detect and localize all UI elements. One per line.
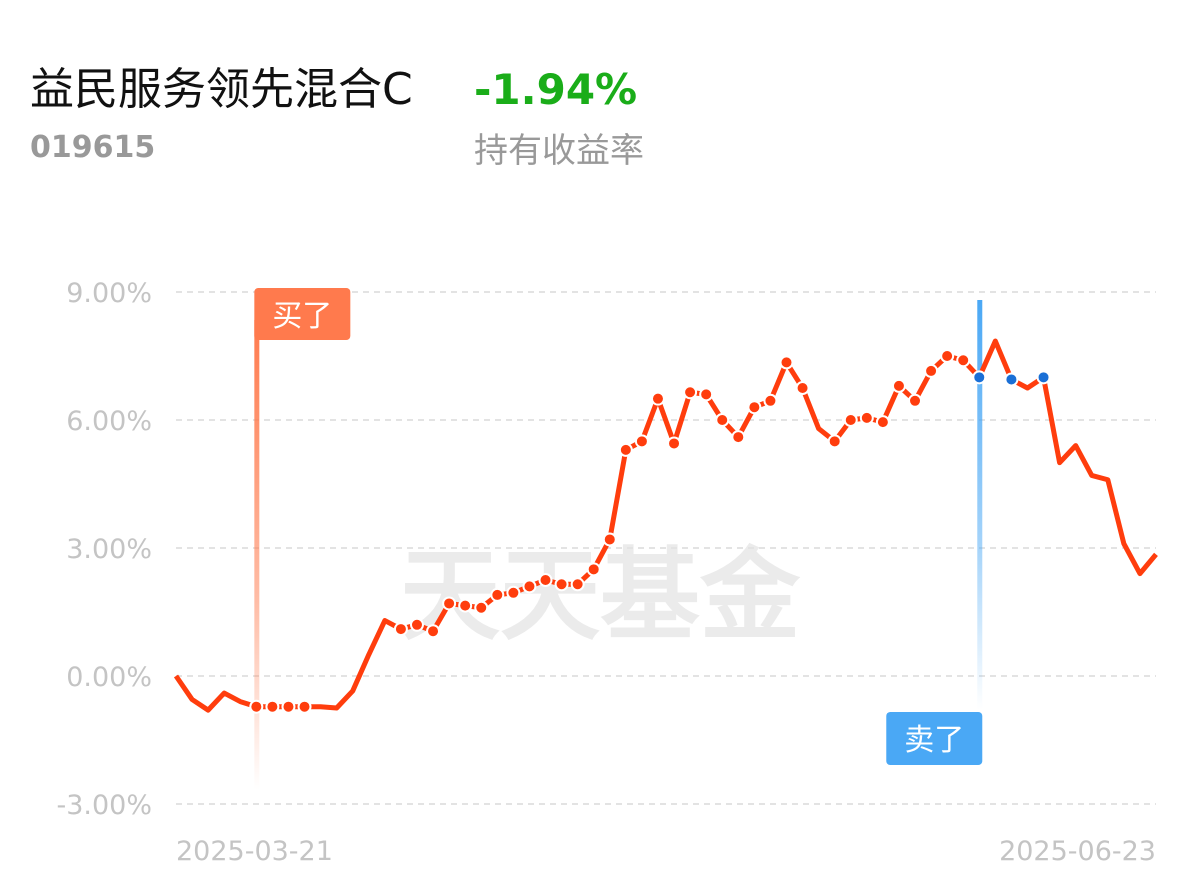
point [490, 587, 505, 602]
point [683, 385, 698, 400]
y-tick-label: 9.00% [66, 278, 152, 309]
fund-code: 019615 [30, 130, 155, 165]
point [458, 598, 473, 613]
line [173, 338, 1158, 713]
point [426, 624, 441, 639]
point [393, 622, 408, 637]
return-label: 持有收益率 [474, 131, 644, 171]
x-tick-label: 2025-06-23 [999, 836, 1156, 867]
return-value: -1.94% [474, 65, 637, 114]
point [249, 699, 264, 714]
y-tick-label: 3.00% [66, 534, 152, 565]
point [731, 430, 746, 445]
point [538, 573, 553, 587]
point [699, 387, 714, 402]
x-tick-label: 2025-03-21 [176, 836, 333, 867]
sell-line [977, 300, 983, 710]
point [924, 363, 939, 378]
sell-tag [886, 712, 983, 765]
buy-label: 买了 [272, 299, 332, 334]
point [442, 596, 457, 611]
point [827, 434, 842, 449]
point [506, 585, 521, 600]
point [522, 579, 537, 594]
point [1004, 372, 1019, 387]
point [409, 617, 424, 632]
point [618, 442, 633, 457]
point [972, 370, 987, 385]
point [908, 393, 923, 408]
point [554, 577, 569, 592]
point [586, 562, 601, 577]
point [650, 391, 665, 406]
point [763, 393, 778, 408]
point [1036, 370, 1051, 385]
point [940, 349, 955, 363]
point [956, 353, 971, 368]
point [747, 400, 762, 415]
point [891, 378, 906, 393]
point [474, 600, 489, 615]
point [779, 355, 794, 370]
point [795, 381, 810, 395]
buy-line [254, 320, 260, 790]
point [602, 532, 617, 547]
point [667, 436, 682, 451]
point [634, 434, 649, 449]
point [570, 577, 585, 592]
point [297, 699, 312, 714]
point [859, 410, 874, 425]
title: 益民服务领先混合C [30, 64, 413, 115]
point [875, 415, 890, 430]
y-tick-label: -3.00% [56, 790, 152, 821]
point [715, 413, 730, 427]
sell-label: 卖了 [904, 723, 964, 758]
buy-tag [254, 288, 351, 340]
point [843, 413, 858, 427]
point [265, 699, 280, 714]
y-tick-label: 0.00% [66, 662, 152, 693]
point [281, 699, 296, 714]
y-tick-label: 6.00% [66, 406, 152, 437]
